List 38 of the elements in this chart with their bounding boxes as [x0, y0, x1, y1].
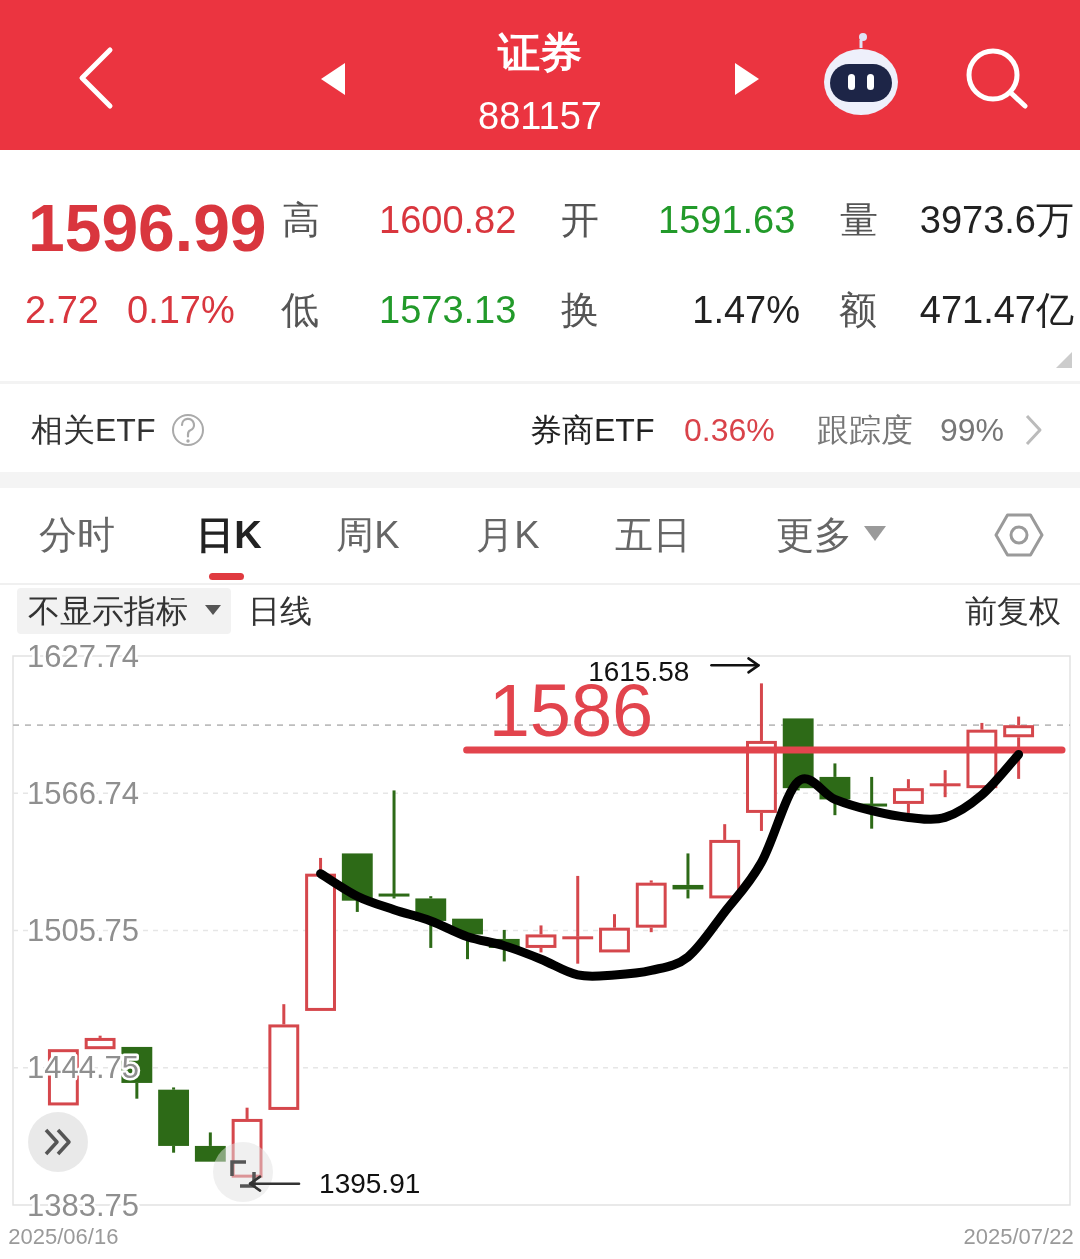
text: 0.17% [127, 289, 235, 331]
text: 2.72 [25, 289, 99, 331]
text: 五日 [615, 514, 691, 556]
text: 不显示指标 [28, 593, 188, 629]
chart-title: 证券 [497, 28, 582, 76]
text: 周K [336, 514, 400, 556]
y-tick-label: 1383.75 [27, 1187, 140, 1223]
text: 高 [282, 199, 320, 241]
text: 3973.6万 [919, 199, 1074, 241]
text: 1573.13 [379, 289, 517, 331]
y-tick-label: 1627.74 [27, 638, 140, 674]
text: 换 [561, 289, 599, 331]
annotation: 1395.91 [319, 1168, 421, 1200]
text: 1596.99 [28, 191, 267, 265]
text: 1591.63 [658, 199, 796, 241]
text: 更多 [776, 514, 852, 556]
text: 99% [940, 412, 1005, 448]
text: 日K [196, 514, 263, 556]
text: 跟踪度 [817, 412, 913, 448]
text: 券商ETF [530, 412, 655, 448]
x-tick-label: 2025/06/16 [8, 1223, 119, 1249]
y-tick-label: 1505.75 [27, 912, 140, 948]
text: 分时 [39, 514, 115, 556]
text: 相关ETF [31, 412, 156, 448]
text: 额 [839, 289, 877, 331]
text: 1.47% [692, 289, 800, 331]
chart-subtitle: 881157 [478, 95, 602, 137]
text: 量 [840, 199, 878, 241]
text: 低 [281, 289, 319, 331]
text: 日线 [248, 593, 312, 629]
y-tick-label: 1566.74 [27, 775, 140, 811]
text: 开 [561, 199, 599, 241]
text: 0.36% [684, 412, 775, 448]
text: 1600.82 [379, 199, 517, 241]
text: 月K [476, 514, 540, 556]
x-tick-label: 2025/07/22 [963, 1223, 1074, 1249]
text: 前复权 [965, 593, 1061, 629]
text: 471.47亿 [919, 289, 1074, 331]
